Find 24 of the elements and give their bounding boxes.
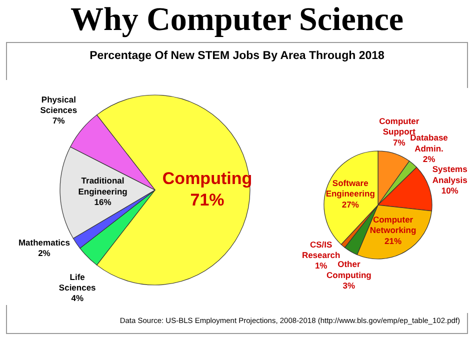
data-label: 27%: [342, 199, 360, 210]
data-label: 2%: [422, 154, 436, 164]
slice-label: Life Sciences: [58, 272, 96, 293]
data-label: 7%: [392, 137, 406, 148]
data-label: 10%: [441, 185, 459, 196]
slice-label: Computer Support: [379, 116, 420, 137]
data-label: 71%: [190, 190, 224, 210]
slice-label: Mathematics: [18, 237, 70, 248]
data-label: 2%: [38, 248, 51, 258]
slice-label: Systems Analysis: [432, 164, 468, 185]
data-label: 4%: [71, 293, 84, 304]
slice-label: Software Engineering: [326, 178, 375, 199]
slice-label: Physical Sciences: [40, 94, 78, 115]
data-label: 7%: [52, 116, 66, 126]
chart-title: Why Computer Science: [69, 1, 405, 40]
data-label: 16%: [94, 196, 112, 207]
slice-label: CS/IS Research: [302, 239, 340, 260]
chart-subtitle: Percentage Of New STEM Jobs By Area Through 2018: [88, 50, 386, 62]
data-label: 1%: [314, 260, 328, 271]
data-label: 3%: [342, 280, 356, 290]
data-label: 21%: [384, 236, 402, 246]
slice-label: Traditional Engineering: [78, 176, 128, 196]
slice-label: Computer Networking: [370, 214, 416, 236]
slice-label: Other Computing: [326, 259, 372, 280]
